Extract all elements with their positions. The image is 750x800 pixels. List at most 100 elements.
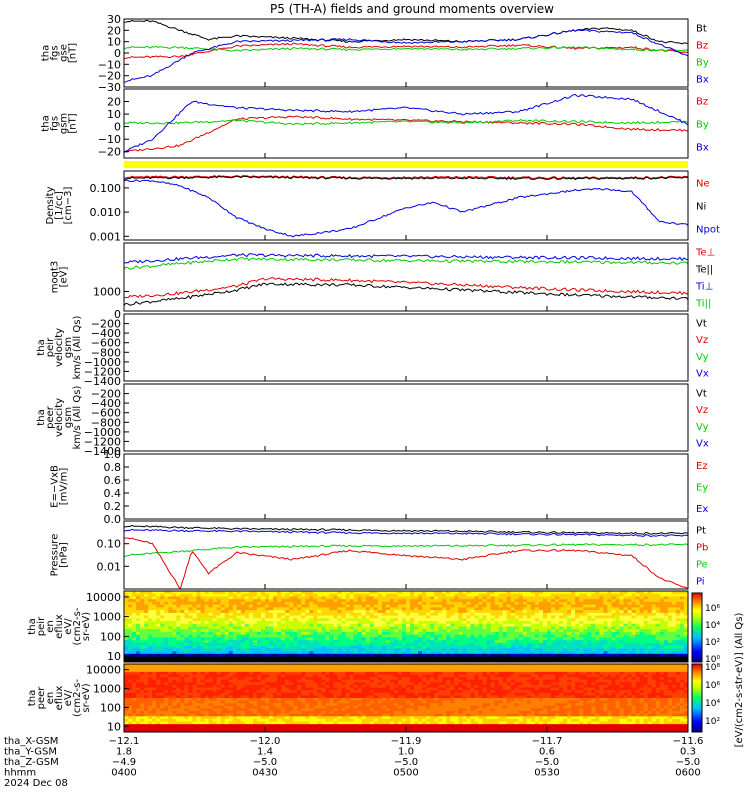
legend-Pi: Pi [696,577,705,588]
y-axis-label: eV/ [63,689,74,706]
y-tick-label: 1000 [93,683,121,696]
y-axis-label: [nPa] [59,542,70,568]
x-column-value: −11.6 [673,736,704,747]
y-axis-label: (cm2-s- [72,607,83,645]
x-row-label: tha_X-GSM [4,736,58,747]
y-axis-label: [nT] [68,113,79,133]
y-tick-label: 10 [107,650,121,663]
y-tick-label: 0.4 [104,487,122,500]
y-axis-label: Pressure [50,534,61,577]
y-axis-label: E=−VxB [50,465,61,508]
panel-frame [123,383,689,452]
series-Bx [123,93,689,153]
y-tick-label: −600 [91,337,121,350]
y-axis-label: sr-eV) [81,612,92,641]
legend-Vz: Vz [696,405,708,416]
x-column-value: 1.8 [116,747,132,758]
legend-Vy: Vy [696,422,709,433]
y-tick-label: 10000 [86,664,121,677]
legend-Te⊥: Te⊥ [695,248,715,259]
panel-pressure: 0.10 0.01 Pressure[nPa] Pt Pb Pe Pi [50,520,708,590]
colorbar-tick: 10⁸ [705,663,720,673]
panel-frame [123,242,689,312]
legend-Pb: Pb [696,543,708,554]
legend-Bz: Bz [696,97,708,108]
y-tick-label: 30 [107,13,121,26]
series-Bz [123,115,689,153]
series-Bx [123,29,689,83]
legend-Ti⊥: Ti⊥ [695,282,713,293]
panel-peir_en: 10000 1000 100 10 thapeirenefluxeV/(cm2-s-sr… [27,590,689,663]
y-tick-label: 0 [114,121,121,134]
colorbar-tick: 10² [705,638,720,648]
y-tick-label: −800 [91,346,121,359]
y-axis-label: tha [27,690,38,706]
x-column-value: −12.1 [109,736,140,747]
y-axis-label: peir [45,337,56,357]
y-axis-label: [nT] [68,43,79,63]
legend-Vx: Vx [696,439,709,450]
y-tick-label: 0.8 [104,461,122,474]
legend-Vx: Vx [696,369,709,380]
series-Pi [123,528,689,537]
y-axis-label: velocity [54,328,65,367]
y-tick-label: 100 [100,630,121,643]
legend-Bz: Bz [696,41,708,52]
y-axis-label: fgs [50,116,61,131]
y-axis-label: velocity [54,398,65,437]
y-axis-label: km/s (All Qs) [72,386,83,450]
series-Bz [123,42,689,59]
y-tick-label: −400 [91,397,121,410]
series-Ti⊥ [123,252,689,264]
y-axis-label: km/s (All Qs) [72,316,83,380]
y-axis-label: sr-eV) [81,683,92,712]
x-column-value: 0530 [534,768,559,779]
series-Te⊥ [123,277,689,299]
colorbar-tick: 10⁶ [705,604,720,614]
y-tick-label: −20 [98,70,121,83]
colorbar-label: [eV/(cm2-s-str-eV)] (All Qs) [734,612,745,747]
x-column-value: 0.6 [539,747,555,758]
y-tick-label: 10 [107,36,121,49]
x-column-value: −5.0 [394,757,418,768]
y-tick-label: 0.001 [90,230,122,243]
series-By [123,119,689,126]
y-tick-label: −1000 [84,356,121,369]
y-axis-label: gsm [59,113,70,134]
y-tick-label: 20 [107,96,121,109]
y-tick-label: 0 [114,47,121,60]
x-column-value: −11.9 [391,736,422,747]
panel-efield: 1.00.80.60.40.20.0 E=−VxB[mV/m] Ez Ey Ex [50,448,709,526]
x-row-label: hhmm [4,768,36,779]
panel-frame [123,313,689,382]
y-tick-label: 20 [107,24,121,37]
legend-Bx: Bx [696,143,709,154]
y-axis-label: Density [45,186,56,224]
colorbar-tick: 10⁴ [705,621,720,631]
y-tick-label: −200 [91,318,121,331]
x-row-label: tha_Y-GSM [4,747,57,758]
panel-frame [123,170,689,241]
y-tick-label: 0.01 [97,560,122,573]
y-axis-label: tha [41,115,52,131]
y-tick-label: −10 [98,58,121,71]
series-Pe [123,543,689,557]
legend-Bt: Bt [696,24,707,35]
y-axis-label: tha [41,45,52,61]
x-column-value: −5.0 [676,757,700,768]
x-column-value: 1.4 [257,747,273,758]
y-axis-label: tha [36,339,47,355]
legend-Vz: Vz [696,335,708,346]
figure-title: P5 (TH-A) fields and ground moments over… [270,2,554,16]
y-tick-label: −1000 [84,426,121,439]
colorbar-tick: 10⁶ [705,681,720,691]
y-tick-label: 0.6 [104,474,122,487]
legend-Npot: Npot [696,225,720,236]
series-Ni [123,175,689,181]
y-tick-label: 1000 [93,286,121,299]
y-tick-label: 0.100 [90,182,122,195]
series-Te|| [123,282,689,306]
panel-density: 0.100 0.010 0.001 Density[1/cc][cm−3] Ne Ni Np… [45,170,720,243]
